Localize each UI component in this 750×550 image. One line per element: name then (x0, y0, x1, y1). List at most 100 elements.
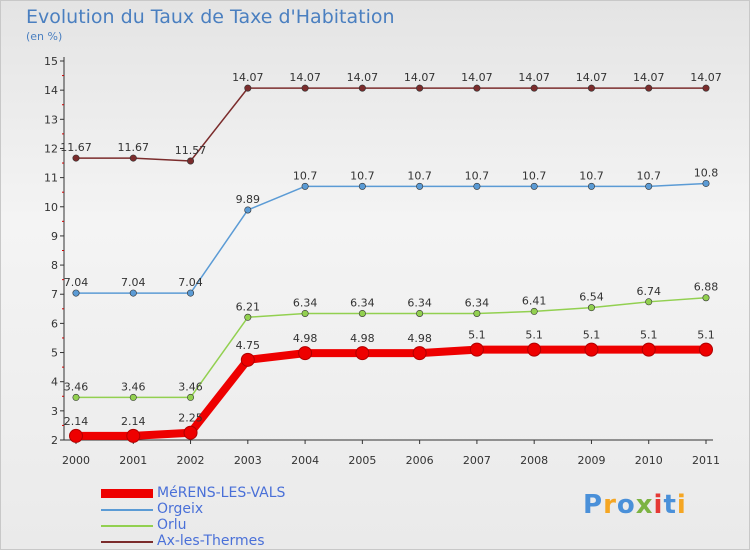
y-tick-label: 5 (51, 347, 58, 360)
data-label: 11.57 (175, 144, 207, 157)
data-label: 14.07 (347, 71, 379, 84)
legend-swatch (101, 525, 153, 527)
data-point (187, 157, 195, 165)
logo-letter: r (603, 490, 617, 520)
data-label: 9.89 (236, 193, 261, 206)
data-point (72, 154, 80, 162)
data-point (699, 342, 713, 357)
data-label: 10.8 (694, 166, 719, 179)
data-point (129, 393, 137, 401)
legend-swatch (101, 509, 153, 511)
data-point (412, 346, 427, 361)
data-point (129, 289, 137, 297)
data-label: 7.04 (121, 276, 146, 289)
data-point (587, 84, 595, 92)
data-point (645, 298, 653, 306)
data-label: 6.34 (407, 296, 432, 309)
x-tick-label: 2008 (520, 454, 548, 467)
data-label: 14.07 (576, 71, 608, 84)
data-label: 3.46 (64, 380, 89, 393)
data-point (244, 206, 252, 214)
y-tick-label: 11 (44, 172, 58, 185)
legend-label: MéRENS-LES-VALS (157, 485, 286, 501)
data-label: 14.07 (289, 71, 321, 84)
data-label: 10.7 (579, 169, 604, 182)
data-label: 14.07 (461, 71, 493, 84)
data-point (473, 182, 481, 190)
data-label: 6.88 (694, 281, 719, 294)
data-point (645, 84, 653, 92)
data-point (416, 84, 424, 92)
data-label: 2.14 (64, 415, 89, 428)
data-label: 4.98 (293, 332, 318, 345)
y-tick-label: 3 (51, 405, 58, 418)
y-tick-label: 12 (44, 142, 58, 155)
data-label: 5.1 (525, 329, 543, 342)
data-point (473, 309, 481, 317)
data-point (301, 84, 309, 92)
data-label: 7.04 (64, 276, 89, 289)
data-point (416, 309, 424, 317)
data-point (702, 179, 710, 187)
data-label: 10.7 (407, 169, 432, 182)
chart-subtitle: (en %) (26, 30, 63, 43)
data-label: 10.7 (636, 169, 661, 182)
y-tick-label: 8 (51, 259, 58, 272)
data-point (129, 154, 137, 162)
data-point (530, 307, 538, 315)
x-tick-label: 2004 (291, 454, 319, 467)
data-label: 6.21 (236, 300, 261, 313)
data-point (187, 393, 195, 401)
legend-swatch (101, 489, 153, 498)
legend-label: Orgeix (157, 501, 204, 517)
data-point (301, 182, 309, 190)
data-point (187, 289, 195, 297)
data-label: 10.7 (350, 169, 375, 182)
data-label: 5.1 (640, 329, 658, 342)
logo-letter: i (676, 490, 687, 520)
proxiti-logo: Proxiti (583, 490, 687, 520)
data-point (469, 342, 484, 357)
y-tick-label: 14 (44, 84, 58, 97)
data-label: 6.34 (350, 296, 375, 309)
y-tick-label: 13 (44, 113, 58, 126)
x-tick-label: 2010 (635, 454, 663, 467)
data-point (301, 309, 309, 317)
data-point (584, 342, 599, 357)
data-point (473, 84, 481, 92)
data-label: 4.98 (350, 332, 375, 345)
y-tick-label: 6 (51, 317, 58, 330)
data-label: 10.7 (522, 169, 547, 182)
data-point (530, 182, 538, 190)
x-tick-label: 2002 (177, 454, 205, 467)
chart-title: Evolution du Taux de Taxe d'Habitation (26, 6, 395, 28)
logo-letter: x (635, 490, 654, 520)
y-tick-label: 10 (44, 201, 58, 214)
data-point (587, 182, 595, 190)
data-label: 11.67 (118, 141, 150, 154)
data-point (126, 428, 141, 443)
data-label: 5.1 (583, 329, 601, 342)
data-label: 3.46 (178, 380, 203, 393)
data-point (641, 342, 656, 357)
series-line (76, 296, 707, 399)
logo-letter: t (663, 490, 677, 520)
data-point (358, 84, 366, 92)
data-label: 4.75 (236, 339, 261, 352)
y-tick-label: 15 (44, 55, 58, 68)
data-point (702, 84, 710, 92)
data-point (645, 182, 653, 190)
data-label: 6.34 (465, 296, 490, 309)
data-point (527, 342, 542, 357)
data-label: 4.98 (407, 332, 432, 345)
data-label: 5.1 (697, 329, 715, 342)
logo-letter: i (653, 490, 664, 520)
data-point (358, 182, 366, 190)
data-point (298, 346, 313, 361)
x-tick-label: 2009 (577, 454, 605, 467)
data-point (587, 304, 595, 312)
x-tick-label: 2005 (348, 454, 376, 467)
data-point (416, 182, 424, 190)
data-point (702, 294, 710, 302)
